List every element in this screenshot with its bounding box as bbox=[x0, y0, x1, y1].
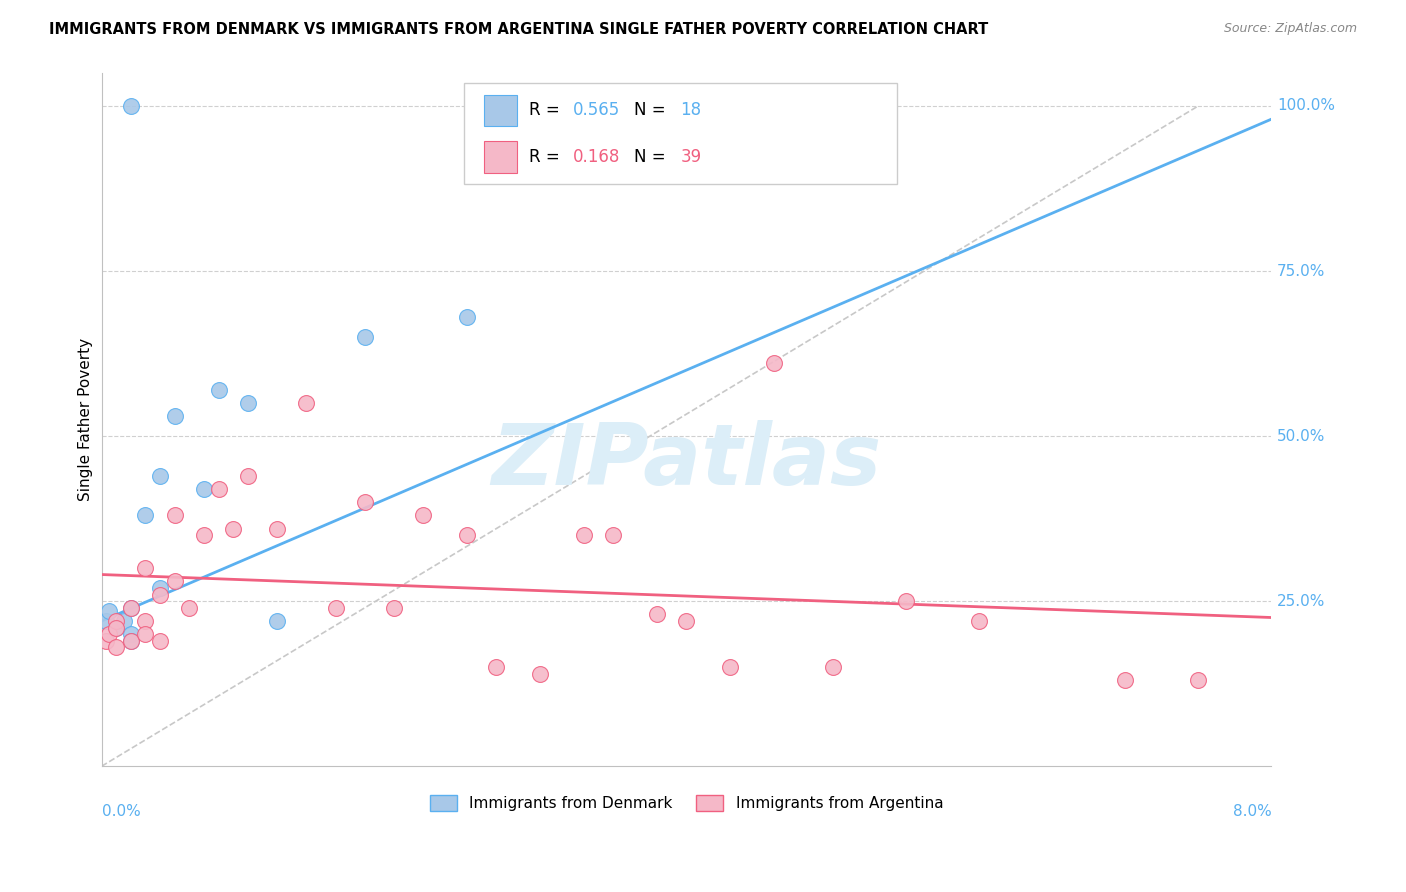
Point bbox=[134, 561, 156, 575]
Point bbox=[967, 614, 990, 628]
Point bbox=[149, 633, 172, 648]
Point bbox=[120, 99, 142, 113]
Point bbox=[1187, 673, 1209, 688]
Point bbox=[112, 614, 135, 628]
Point bbox=[266, 614, 288, 628]
Point bbox=[163, 508, 186, 523]
Point bbox=[645, 607, 668, 622]
Text: 50.0%: 50.0% bbox=[1277, 429, 1326, 443]
Point bbox=[353, 495, 375, 509]
FancyBboxPatch shape bbox=[464, 83, 897, 184]
Text: N =: N = bbox=[634, 102, 671, 120]
Point bbox=[236, 468, 259, 483]
Legend: Immigrants from Denmark, Immigrants from Argentina: Immigrants from Denmark, Immigrants from… bbox=[423, 789, 949, 818]
Point bbox=[105, 621, 128, 635]
Text: 0.565: 0.565 bbox=[574, 102, 620, 120]
Point bbox=[456, 528, 478, 542]
Point bbox=[97, 627, 120, 641]
Point bbox=[222, 522, 245, 536]
Point bbox=[295, 396, 318, 410]
Point bbox=[193, 482, 215, 496]
Point bbox=[120, 633, 142, 648]
Bar bbox=[484, 142, 517, 173]
Point bbox=[1114, 673, 1136, 688]
Point bbox=[120, 600, 142, 615]
Point bbox=[163, 574, 186, 589]
Point bbox=[763, 357, 786, 371]
Text: 18: 18 bbox=[681, 102, 702, 120]
Point bbox=[105, 621, 128, 635]
Point bbox=[149, 588, 172, 602]
Point bbox=[529, 666, 551, 681]
Point bbox=[266, 522, 288, 536]
Point bbox=[675, 614, 697, 628]
Point bbox=[149, 468, 172, 483]
Point bbox=[412, 508, 434, 523]
Point bbox=[149, 581, 172, 595]
Text: 75.0%: 75.0% bbox=[1277, 263, 1326, 278]
Point bbox=[179, 600, 201, 615]
Text: 100.0%: 100.0% bbox=[1277, 98, 1336, 113]
Text: 0.168: 0.168 bbox=[574, 148, 620, 166]
Point bbox=[602, 528, 624, 542]
Point bbox=[718, 660, 741, 674]
Point bbox=[207, 383, 229, 397]
Point bbox=[353, 330, 375, 344]
Text: ZIPatlas: ZIPatlas bbox=[491, 420, 882, 503]
Text: 25.0%: 25.0% bbox=[1277, 594, 1326, 608]
Point bbox=[325, 600, 347, 615]
Point bbox=[120, 633, 142, 648]
Point bbox=[134, 627, 156, 641]
Point bbox=[207, 482, 229, 496]
Point bbox=[236, 396, 259, 410]
Point bbox=[120, 600, 142, 615]
Bar bbox=[484, 95, 517, 126]
Text: R =: R = bbox=[529, 148, 565, 166]
Point bbox=[894, 594, 917, 608]
Text: 39: 39 bbox=[681, 148, 702, 166]
Point bbox=[105, 614, 128, 628]
Text: 0.0%: 0.0% bbox=[101, 805, 141, 820]
Point bbox=[456, 310, 478, 325]
Point bbox=[134, 508, 156, 523]
Y-axis label: Single Father Poverty: Single Father Poverty bbox=[79, 338, 93, 501]
Point bbox=[572, 528, 595, 542]
Text: IMMIGRANTS FROM DENMARK VS IMMIGRANTS FROM ARGENTINA SINGLE FATHER POVERTY CORRE: IMMIGRANTS FROM DENMARK VS IMMIGRANTS FR… bbox=[49, 22, 988, 37]
Text: Source: ZipAtlas.com: Source: ZipAtlas.com bbox=[1223, 22, 1357, 36]
Point bbox=[105, 640, 128, 655]
Point bbox=[485, 660, 508, 674]
Point bbox=[193, 528, 215, 542]
Point bbox=[134, 614, 156, 628]
Point bbox=[163, 409, 186, 424]
Point bbox=[120, 627, 142, 641]
Point bbox=[94, 614, 117, 628]
Point bbox=[97, 604, 120, 618]
Point bbox=[382, 600, 405, 615]
Text: 8.0%: 8.0% bbox=[1233, 805, 1271, 820]
Text: N =: N = bbox=[634, 148, 671, 166]
Text: R =: R = bbox=[529, 102, 565, 120]
Point bbox=[821, 660, 844, 674]
Point bbox=[94, 633, 117, 648]
